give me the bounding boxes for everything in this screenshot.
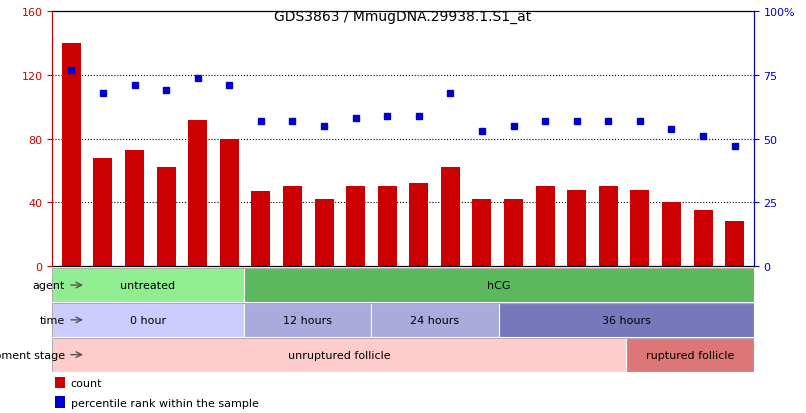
Bar xyxy=(156,168,176,266)
Bar xyxy=(346,187,365,266)
Bar xyxy=(409,184,428,266)
Text: GDS3863 / MmugDNA.29938.1.S1_at: GDS3863 / MmugDNA.29938.1.S1_at xyxy=(274,10,532,24)
Bar xyxy=(567,190,586,266)
Bar xyxy=(626,338,754,372)
Bar xyxy=(504,200,523,266)
Bar xyxy=(55,377,65,388)
Bar xyxy=(251,192,270,266)
Text: hCG: hCG xyxy=(487,280,510,290)
Bar xyxy=(630,190,650,266)
Text: 12 hours: 12 hours xyxy=(283,315,332,325)
Bar xyxy=(220,140,239,266)
Bar xyxy=(378,187,397,266)
Text: untreated: untreated xyxy=(120,280,176,290)
Text: percentile rank within the sample: percentile rank within the sample xyxy=(71,398,259,408)
Bar xyxy=(283,187,302,266)
Bar xyxy=(725,222,744,266)
Bar xyxy=(472,200,492,266)
Bar xyxy=(314,200,334,266)
Text: count: count xyxy=(71,378,102,388)
Bar xyxy=(243,303,371,337)
Bar xyxy=(55,396,65,408)
Text: agent: agent xyxy=(32,280,65,290)
Text: 0 hour: 0 hour xyxy=(130,315,166,325)
Bar xyxy=(662,203,681,266)
Bar xyxy=(93,159,112,266)
Bar xyxy=(536,187,555,266)
Text: 36 hours: 36 hours xyxy=(601,315,650,325)
Bar xyxy=(499,303,754,337)
Bar xyxy=(52,338,626,372)
Bar xyxy=(371,303,499,337)
Bar xyxy=(694,211,713,266)
Text: unruptured follicle: unruptured follicle xyxy=(288,350,391,360)
Text: time: time xyxy=(39,315,65,325)
Bar xyxy=(189,120,207,266)
Bar xyxy=(52,303,243,337)
Bar xyxy=(243,268,754,302)
Bar xyxy=(441,168,460,266)
Text: ruptured follicle: ruptured follicle xyxy=(646,350,734,360)
Bar xyxy=(599,187,617,266)
Bar xyxy=(62,44,81,266)
Text: 24 hours: 24 hours xyxy=(410,315,459,325)
Bar xyxy=(125,150,144,266)
Bar xyxy=(52,268,243,302)
Text: development stage: development stage xyxy=(0,350,65,360)
